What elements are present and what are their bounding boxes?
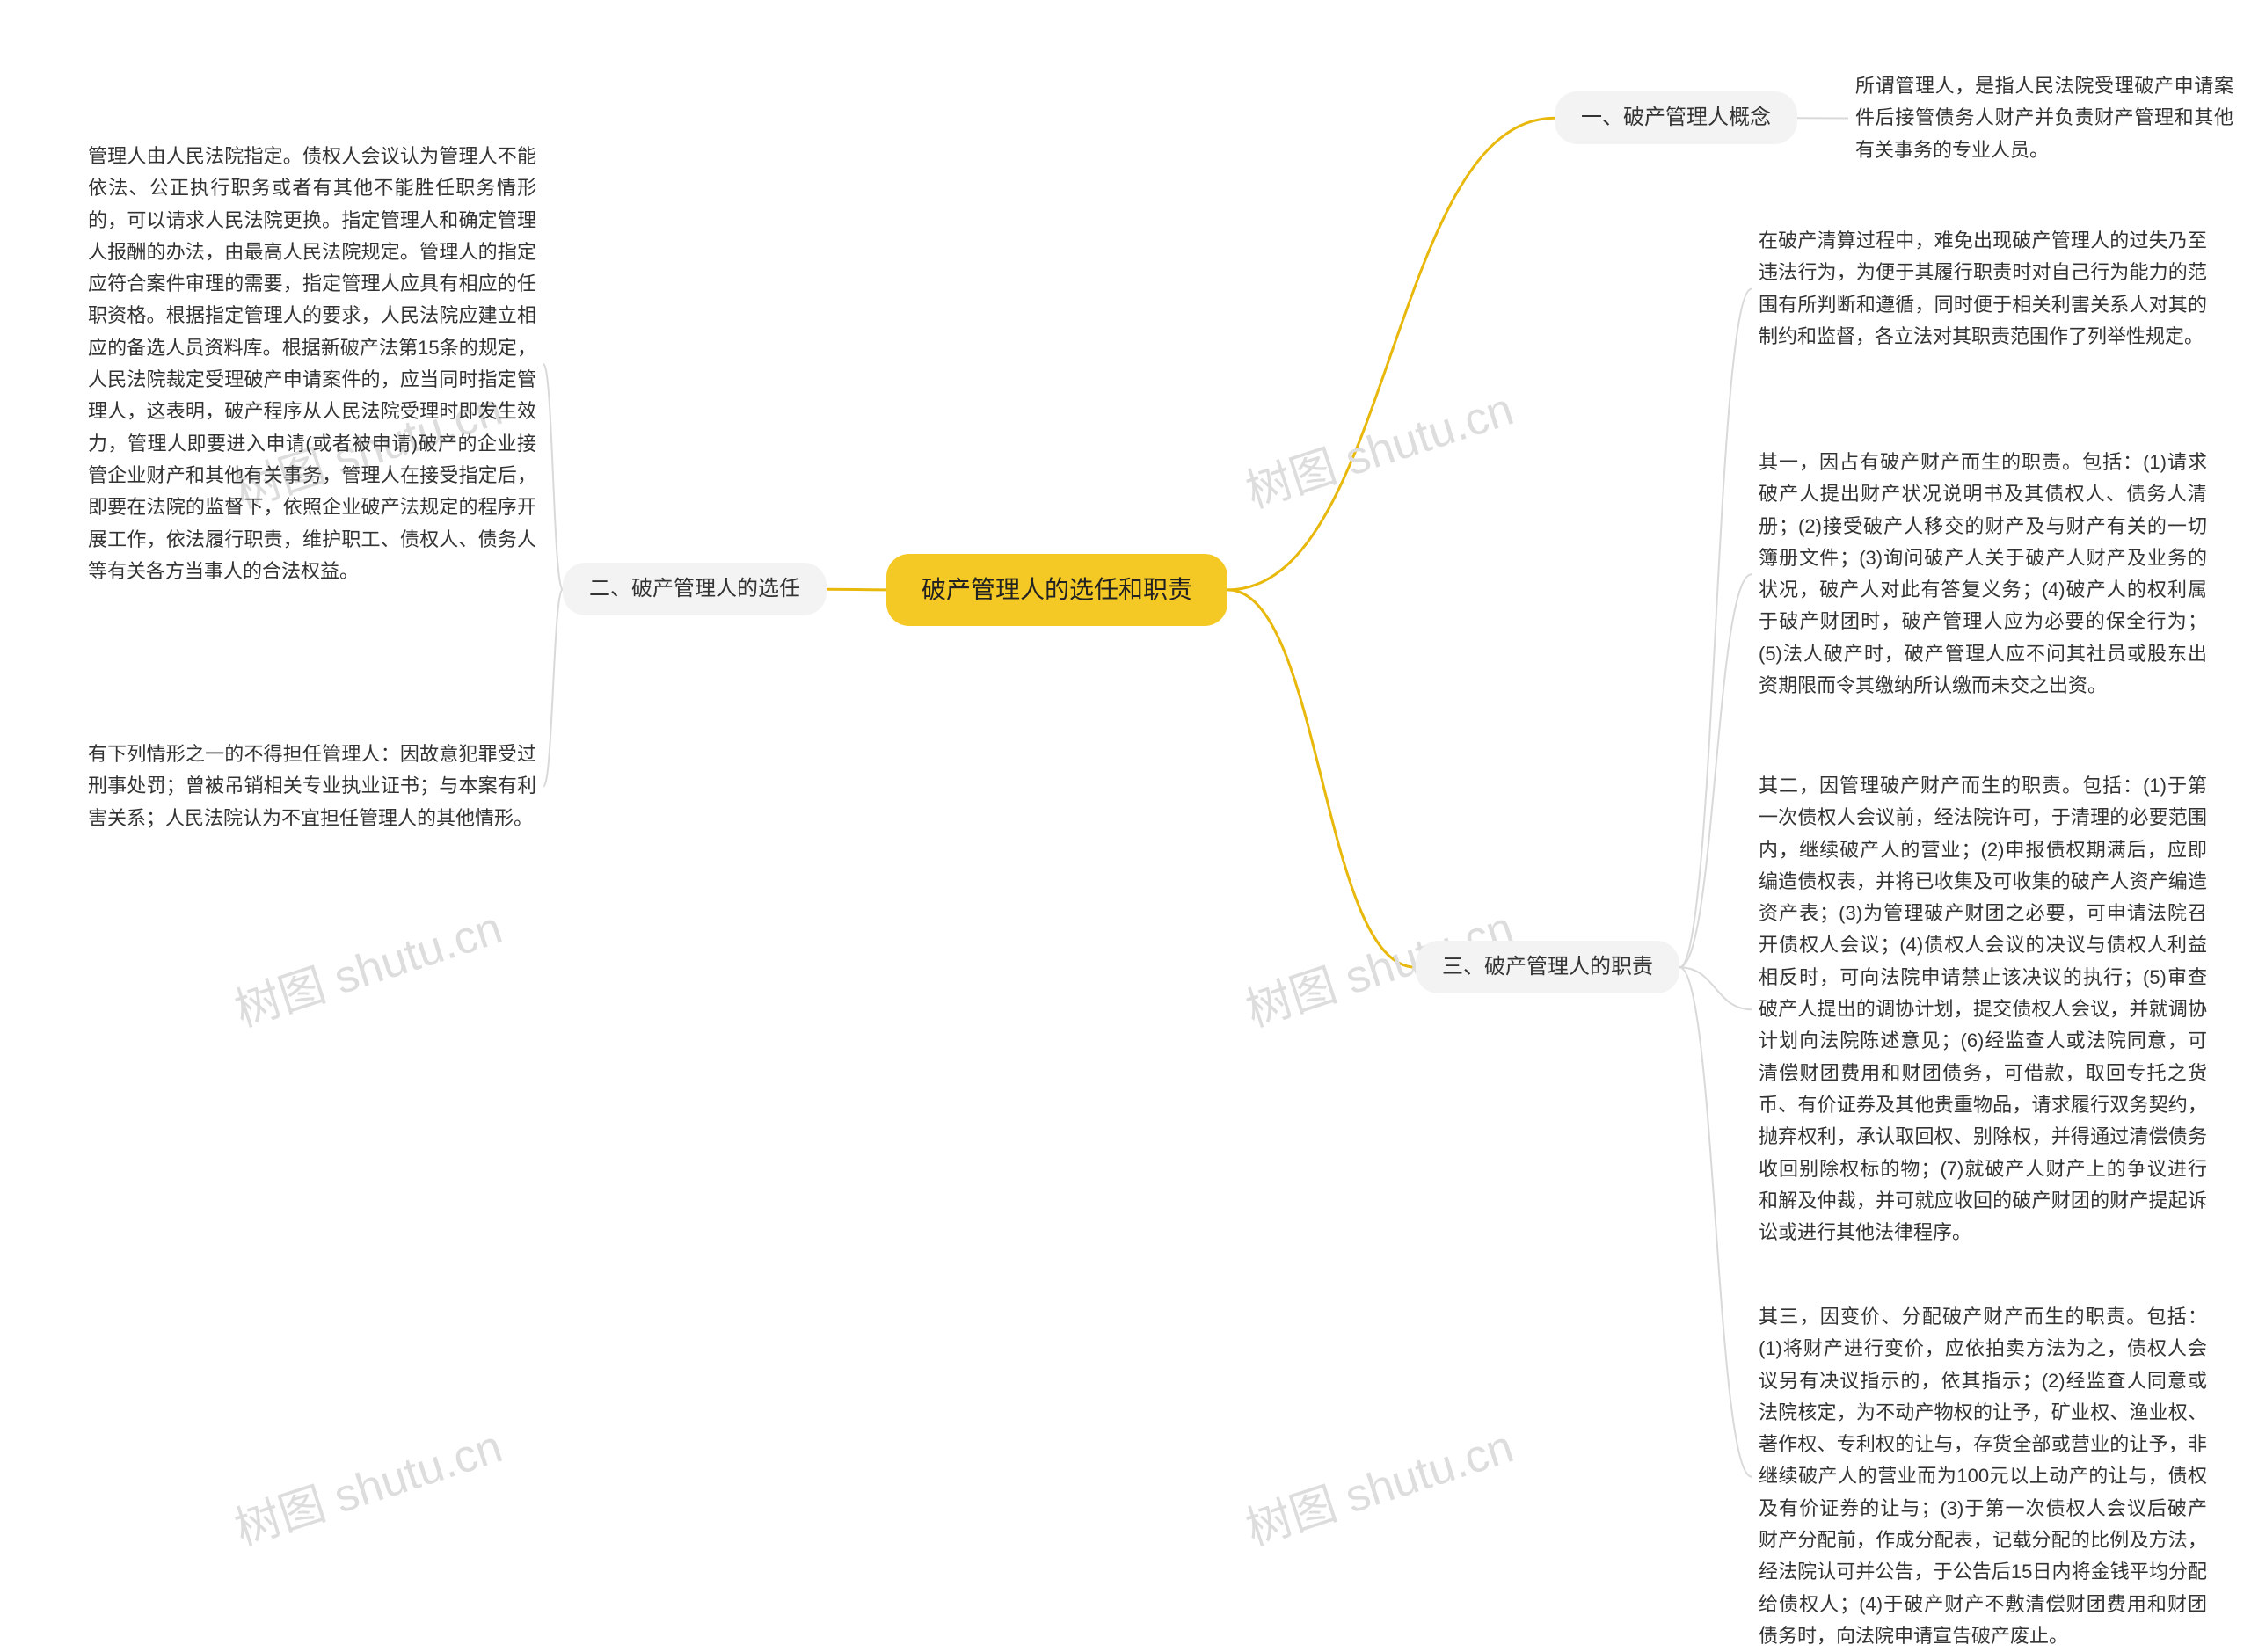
branch-label: 一、破产管理人概念 [1581,106,1771,129]
branch-node-b3[interactable]: 三、破产管理人的职责 [1416,941,1679,993]
branch-label: 二、破产管理人的选任 [589,577,800,600]
watermark: 树图 shutu.cn [1236,1409,1520,1558]
branch-node-b2[interactable]: 二、破产管理人的选任 [563,563,827,615]
leaf-node: 管理人由人民法院指定。债权人会议认为管理人不能依法、公正执行职务或者有其他不能胜… [88,141,536,587]
leaf-node: 其一，因占有破产财产而生的职责。包括：(1)请求破产人提出财产状况说明书及其债权… [1759,447,2207,702]
watermark: 树图 shutu.cn [225,891,509,1039]
leaf-node: 所谓管理人，是指人民法院受理破产申请案件后接管债务人财产并负责财产管理和其他有关… [1855,70,2233,166]
center-label: 破产管理人的选任和职责 [922,576,1192,603]
leaf-node: 在破产清算过程中，难免出现破产管理人的过失乃至违法行为，为便于其履行职责时对自己… [1759,225,2207,353]
branch-label: 三、破产管理人的职责 [1442,955,1653,979]
leaf-node: 其三，因变价、分配破产财产而生的职责。包括：(1)将财产进行变价，应依拍卖方法为… [1759,1301,2207,1652]
leaf-node: 其二，因管理破产财产而生的职责。包括：(1)于第一次债权人会议前，经法院许可，于… [1759,770,2207,1248]
leaf-node: 有下列情形之一的不得担任管理人：因故意犯罪受过刑事处罚；曾被吊销相关专业执业证书… [88,739,536,834]
branch-node-b1[interactable]: 一、破产管理人概念 [1555,91,1797,144]
watermark: 树图 shutu.cn [225,1409,509,1558]
center-node[interactable]: 破产管理人的选任和职责 [886,554,1227,626]
watermark: 树图 shutu.cn [1236,372,1520,520]
